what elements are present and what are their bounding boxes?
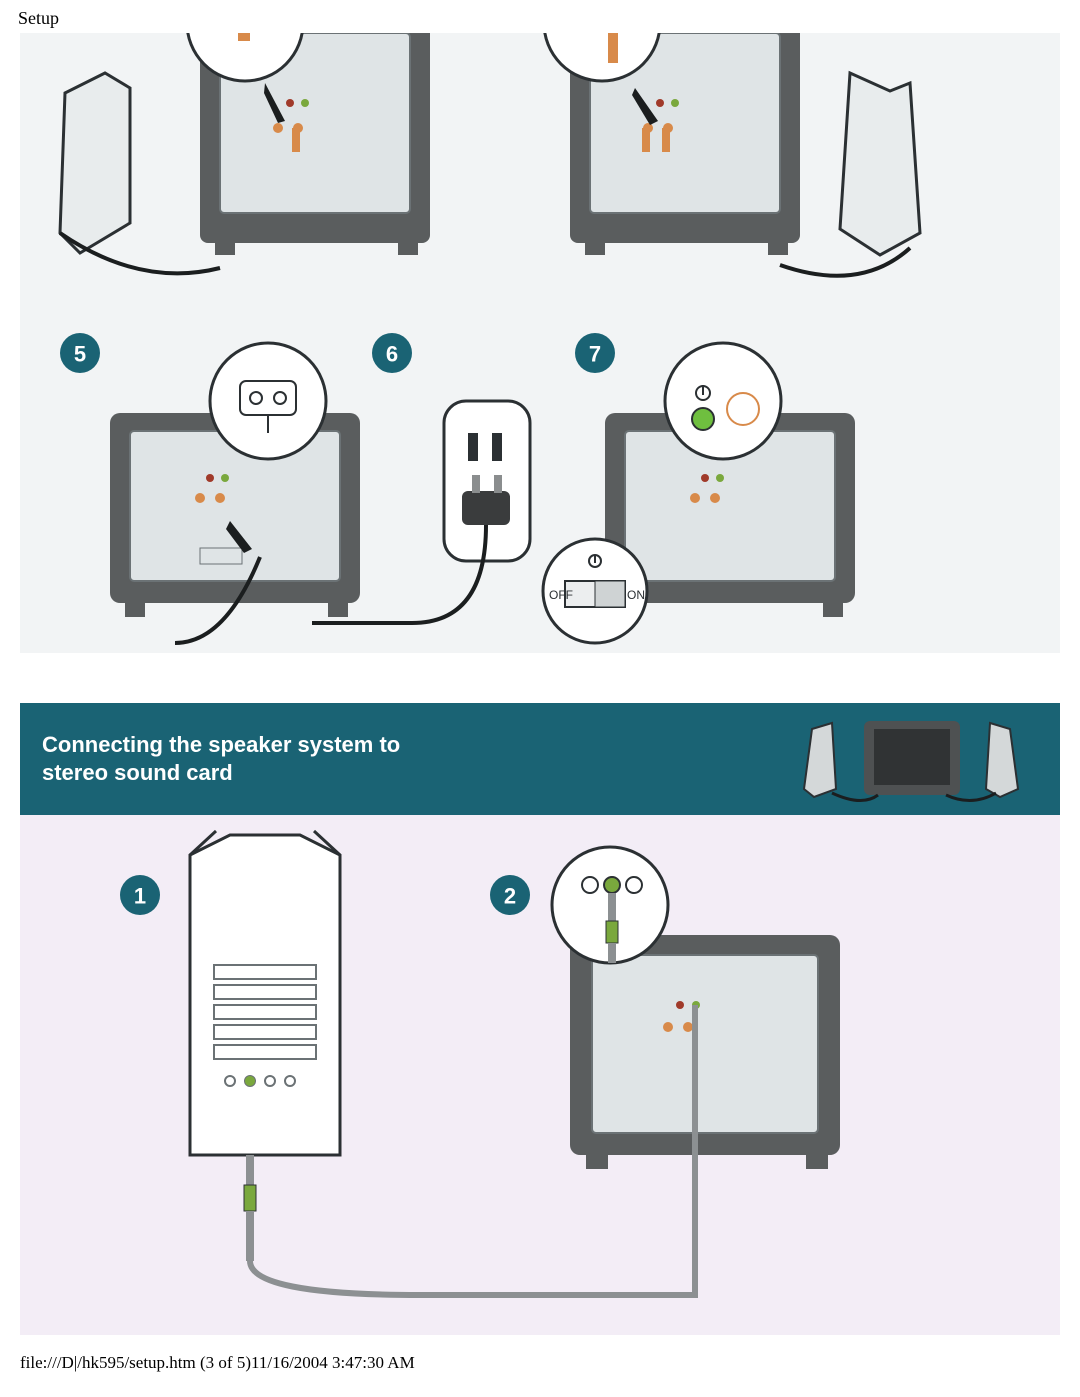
switch-off-label: OFF	[549, 588, 573, 602]
step-lower-1-num: 1	[134, 884, 146, 909]
section-banner: Connecting the speaker system to stereo …	[20, 703, 1060, 815]
print-footer: file:///D|/hk595/setup.htm (3 of 5)11/16…	[0, 1335, 1080, 1393]
step-6-num: 6	[386, 342, 398, 367]
switch-on-label: ON	[627, 588, 645, 602]
step-lower-2-icon: 2	[490, 847, 840, 1295]
figure-lower: 1 2	[20, 815, 1060, 1335]
step-7-icon: 7 OFF ON	[543, 333, 855, 643]
figure-upper: 5 6	[20, 33, 1060, 653]
step-4-subwoofer-icon	[544, 33, 920, 276]
step-7-num: 7	[589, 342, 601, 367]
step-3-subwoofer-icon	[60, 33, 430, 273]
banner-line1: Connecting the speaker system to	[42, 732, 400, 757]
step-lower-2-num: 2	[504, 884, 516, 909]
banner-illustration-icon	[782, 711, 1042, 807]
figure-lower-svg: 1 2	[20, 815, 1060, 1335]
step-5-num: 5	[74, 342, 86, 367]
step-5-icon: 5	[60, 333, 360, 643]
banner-line2: stereo sound card	[42, 760, 233, 785]
page-title: Setup	[0, 0, 1080, 29]
figure-upper-svg: 5 6	[20, 33, 1060, 653]
